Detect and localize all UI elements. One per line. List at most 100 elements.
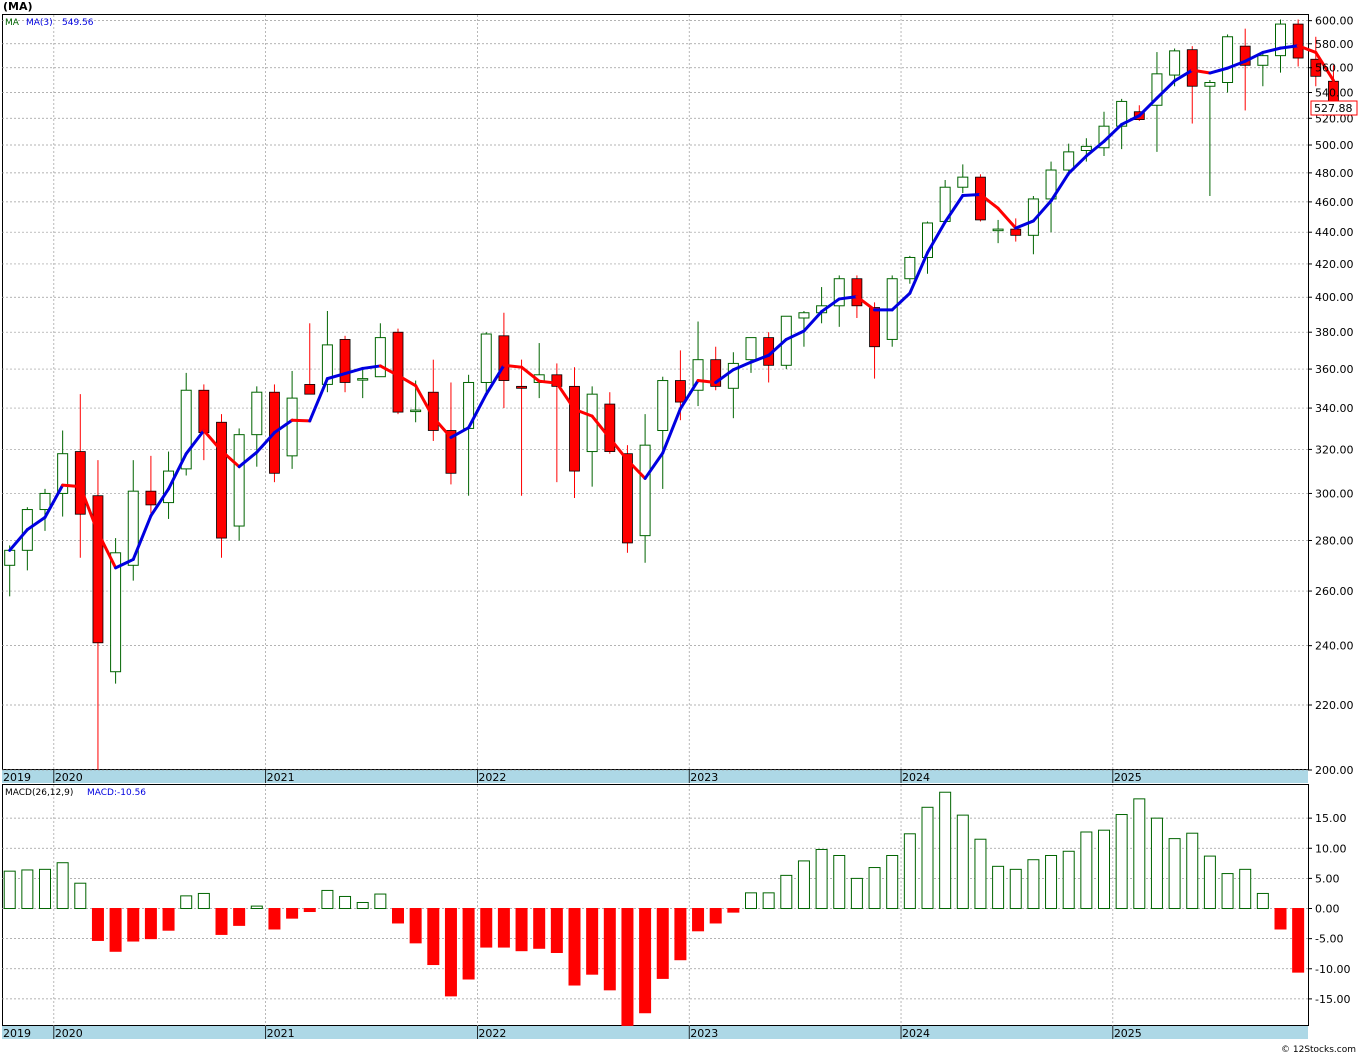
- price-tick-label: 320.00: [1315, 443, 1354, 456]
- ma-segment: [1243, 50, 1265, 63]
- price-tick-label: 480.00: [1315, 167, 1354, 180]
- ma-segment: [449, 426, 471, 439]
- year-label: 2024: [902, 1027, 930, 1040]
- candle-body: [357, 378, 369, 381]
- candle-body: [321, 344, 333, 385]
- ma-segment: [414, 384, 435, 419]
- ma-segment: [1279, 44, 1300, 50]
- candle: [57, 430, 69, 517]
- macd-bar: [215, 908, 228, 935]
- macd-bar: [550, 908, 563, 953]
- ma-segment: [714, 368, 735, 384]
- price-gridlines: [2, 20, 1308, 771]
- price-tick-label: 520.00: [1315, 112, 1354, 125]
- ma-segment: [1049, 171, 1071, 203]
- year-label: 2023: [690, 771, 718, 784]
- ma-segment: [802, 310, 824, 333]
- candle-body: [4, 549, 16, 566]
- candle-body: [410, 409, 422, 413]
- candle: [745, 337, 757, 373]
- ma-segment: [184, 429, 206, 456]
- macd-bar: [303, 908, 316, 913]
- price-tick-label: 220.00: [1315, 699, 1354, 712]
- macd-bar: [1203, 855, 1216, 910]
- ma-segment: [1102, 122, 1124, 143]
- candle: [304, 323, 316, 395]
- ma-segment: [908, 251, 929, 295]
- candle-body: [727, 362, 739, 389]
- ma-segment: [643, 451, 665, 480]
- macd-bar: [1150, 817, 1163, 910]
- macd-bar: [74, 882, 87, 910]
- candle: [692, 321, 704, 407]
- ma-segment: [996, 206, 1018, 230]
- macd-axis-ticks: -15.00 -10.00 -5.00 0.00 5.00 10.00 15.00: [1308, 812, 1350, 1006]
- macd-bar: [656, 908, 669, 979]
- ma-segment: [1314, 50, 1335, 82]
- ma-segment: [96, 530, 118, 570]
- candle-body: [516, 385, 527, 389]
- candle: [1204, 80, 1216, 196]
- candle-body: [904, 256, 916, 280]
- candle-body: [922, 222, 933, 258]
- year-label: 2022: [478, 771, 506, 784]
- candle-body: [498, 335, 510, 381]
- year-axis-labels: 2019 2019 2020 2020 2021 2021 2022 2022 2023 2023…: [3, 770, 1142, 1040]
- candle-body: [339, 339, 351, 383]
- macd-bar: [321, 889, 334, 910]
- candle-body: [1080, 145, 1092, 151]
- candle: [145, 455, 157, 517]
- macd-bar: [1009, 868, 1022, 910]
- candle-body: [675, 380, 686, 403]
- candle-body: [39, 492, 51, 511]
- year-label: 2020: [55, 1027, 83, 1040]
- macd-bar: [180, 895, 193, 910]
- candle-body: [1151, 73, 1163, 106]
- ma-segment: [1226, 59, 1247, 70]
- ma-segment: [926, 220, 947, 255]
- price-tick-label: 420.00: [1315, 258, 1354, 271]
- candle-body: [180, 389, 192, 470]
- candle-body: [569, 385, 580, 472]
- price-tick-label: 500.00: [1315, 139, 1354, 152]
- candle-body: [1257, 55, 1269, 66]
- candle: [516, 359, 527, 496]
- macd-bar: [533, 908, 546, 949]
- macd-bar: [762, 892, 775, 910]
- last-price-marker: 527.88: [1310, 100, 1358, 116]
- macd-bar: [1045, 854, 1058, 910]
- year-label: 2021: [267, 1027, 295, 1040]
- candle: [92, 460, 104, 770]
- ma-segment: [1031, 199, 1053, 223]
- ma-segment: [43, 483, 65, 519]
- candle: [74, 394, 86, 558]
- price-tick-label: 260.00: [1315, 585, 1354, 598]
- macd-bar: [374, 893, 387, 910]
- ma-segment: [290, 418, 312, 423]
- ma-segment: [325, 372, 347, 381]
- candle-body: [1204, 81, 1216, 87]
- price-legend-label: MA: [5, 18, 20, 28]
- last-price-label: 527.88: [1314, 102, 1353, 115]
- ma-segment: [1067, 154, 1088, 175]
- ma-segment: [661, 407, 682, 455]
- macd-bar: [956, 814, 969, 910]
- candle-body: [833, 278, 845, 307]
- ma-segment: [484, 363, 506, 396]
- macd-bar: [356, 901, 369, 910]
- candle-body: [1186, 49, 1198, 87]
- macd-bar: [1080, 831, 1093, 910]
- candle: [833, 275, 845, 327]
- price-tick-label: 340.00: [1315, 402, 1354, 415]
- ma-segment: [767, 337, 788, 357]
- ma-segment: [308, 377, 329, 423]
- candle: [1239, 28, 1251, 111]
- macd-bar: [39, 868, 51, 910]
- ma-segment: [114, 557, 135, 570]
- macd-bar: [674, 908, 687, 961]
- macd-tick-label: -10.00: [1315, 963, 1350, 976]
- price-tick-label: 380.00: [1315, 326, 1354, 339]
- candle-body: [1239, 45, 1251, 66]
- macd-bar: [939, 791, 952, 910]
